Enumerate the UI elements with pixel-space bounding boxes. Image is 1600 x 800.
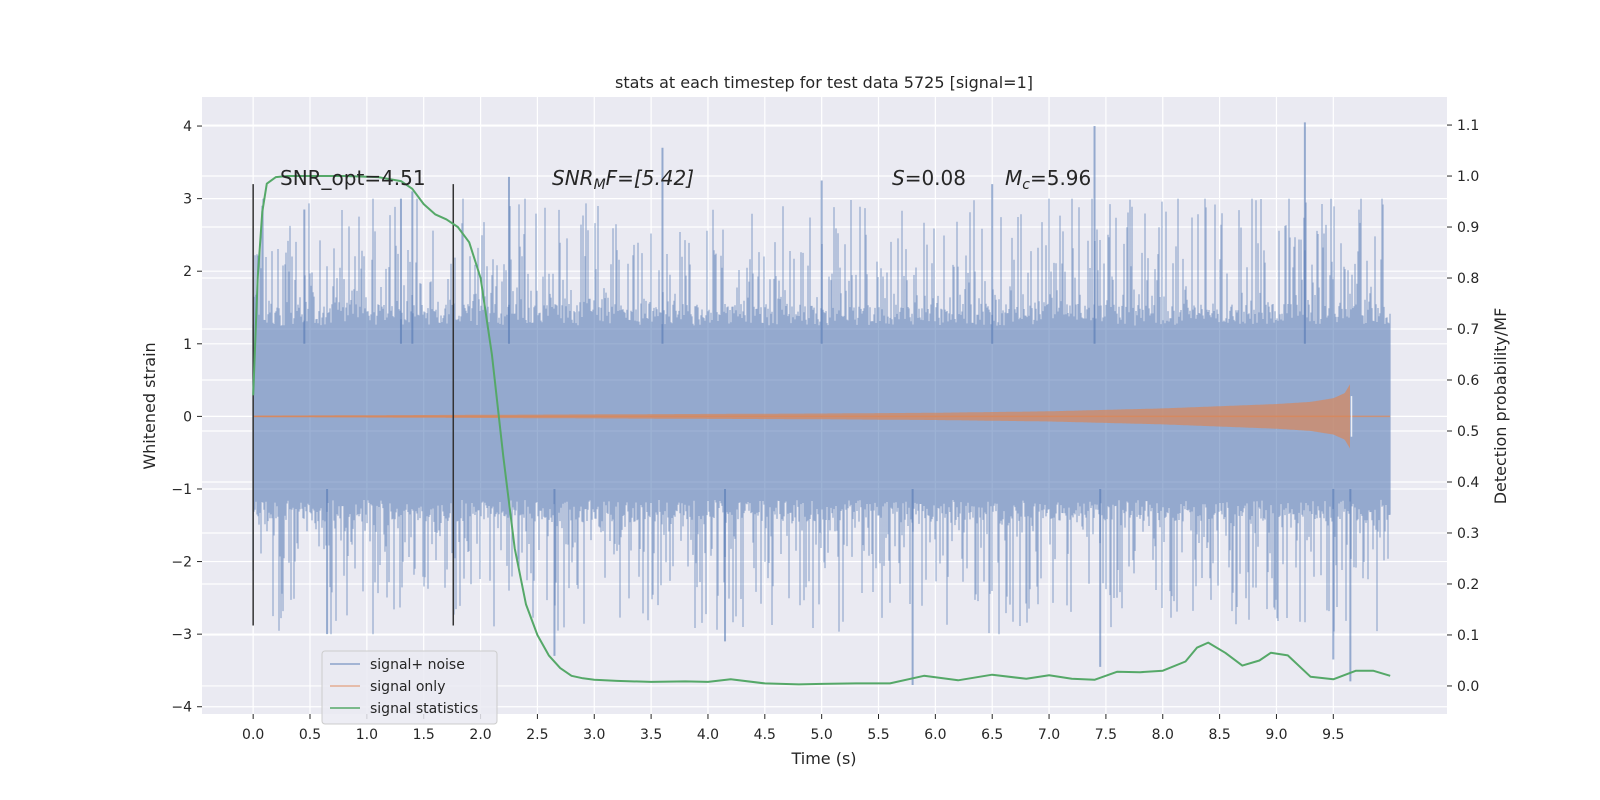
x-tick-label: 5.5: [867, 727, 889, 743]
x-tick-label: 8.5: [1208, 727, 1230, 743]
annotation-snr-mf-symbol: SNR: [552, 166, 594, 190]
x-tick-label: 3.5: [640, 727, 662, 743]
x-tick-label: 1.5: [413, 727, 435, 743]
y-tick-label: −3: [171, 627, 192, 643]
x-tick-label: 0.0: [242, 727, 264, 743]
x-tick-label: 9.5: [1322, 727, 1344, 743]
y2-tick-label: 0.0: [1457, 679, 1479, 695]
y2-tick-label: 0.9: [1457, 220, 1479, 236]
signal-statistics-series: [252, 175, 1391, 686]
signal-noise-series: [252, 122, 1391, 685]
vertical-markers: [252, 184, 455, 626]
y-tick-label: 3: [183, 192, 192, 208]
annotation-s-symbol: S: [892, 166, 905, 190]
x-tick-label: 3.0: [583, 727, 605, 743]
annotation-snr-mf-subscript: M: [594, 177, 606, 193]
x-tick-label: 0.5: [299, 727, 321, 743]
y-tick-label: 0: [183, 409, 192, 425]
y-tick-label: 2: [183, 264, 192, 280]
chart-title: stats at each timestep for test data 572…: [615, 73, 1033, 92]
annotation-s: S=0.08: [892, 166, 966, 190]
y2-tick-label: 0.4: [1457, 475, 1479, 491]
y2-tick-label: 0.6: [1457, 373, 1479, 389]
y2-tick-label: 1.0: [1457, 169, 1479, 185]
legend-label-signal: signal only: [370, 679, 445, 695]
x-tick-label: 7.5: [1095, 727, 1117, 743]
annotation-snr-opt: SNR_opt=4.51: [280, 166, 426, 190]
annotation-mc-symbol: M: [1005, 166, 1022, 190]
y2-axis-title: Detection probability/MF: [1491, 308, 1510, 505]
x-axis-title: Time (s): [790, 749, 856, 768]
y2-tick-label: 1.1: [1457, 118, 1479, 134]
x-tick-label: 7.0: [1038, 727, 1060, 743]
y-tick-label: 4: [183, 119, 192, 135]
y-tick-label: 1: [183, 337, 192, 353]
x-tick-label: 6.5: [981, 727, 1003, 743]
legend-label-noise: signal+ noise: [370, 657, 465, 673]
x-tick-label: 9.0: [1265, 727, 1287, 743]
annotation-snr-mf-value: F=[5.42]: [606, 166, 694, 190]
legend-box: [321, 650, 498, 725]
y-tick-label: −1: [171, 482, 192, 498]
y-axis-title: Whitened strain: [140, 342, 159, 469]
signal-only-series: [253, 384, 1391, 449]
annotation-mc-value: =5.96: [1030, 166, 1091, 190]
y-tick-label: −2: [171, 555, 192, 571]
annotation-mc: Mc=5.96: [1005, 166, 1091, 193]
legend: signal+ noise signal only signal statist…: [321, 650, 498, 725]
x-tick-label: 5.0: [811, 727, 833, 743]
y2-tick-label: 0.8: [1457, 271, 1479, 287]
legend-label-stats: signal statistics: [370, 701, 478, 717]
y2-tick-label: 0.7: [1457, 322, 1479, 338]
x-tick-label: 4.5: [754, 727, 776, 743]
x-tick-label: 1.0: [356, 727, 378, 743]
y2-tick-label: 0.5: [1457, 424, 1479, 440]
y2-tick-label: 0.1: [1457, 628, 1479, 644]
x-tick-label: 6.0: [924, 727, 946, 743]
x-tick-label: 8.0: [1152, 727, 1174, 743]
annotation-s-value: =0.08: [905, 166, 966, 190]
x-tick-label: 2.0: [469, 727, 491, 743]
axis-ticks: 0.0 0.5 1.0 1.5 2.0 2.5 3.0 3.5 4.0 4.5 5.0 5.5 6.0 6…: [171, 118, 1479, 743]
y2-tick-label: 0.2: [1457, 577, 1479, 593]
x-tick-label: 4.0: [697, 727, 719, 743]
y-tick-label: −4: [171, 700, 192, 716]
annotation-snr-mf: SNRMF=[5.42]: [552, 166, 694, 193]
statistics-line: [252, 175, 1391, 686]
y2-tick-label: 0.3: [1457, 526, 1479, 542]
annotation-mc-subscript: c: [1022, 177, 1030, 193]
x-tick-label: 2.5: [526, 727, 548, 743]
